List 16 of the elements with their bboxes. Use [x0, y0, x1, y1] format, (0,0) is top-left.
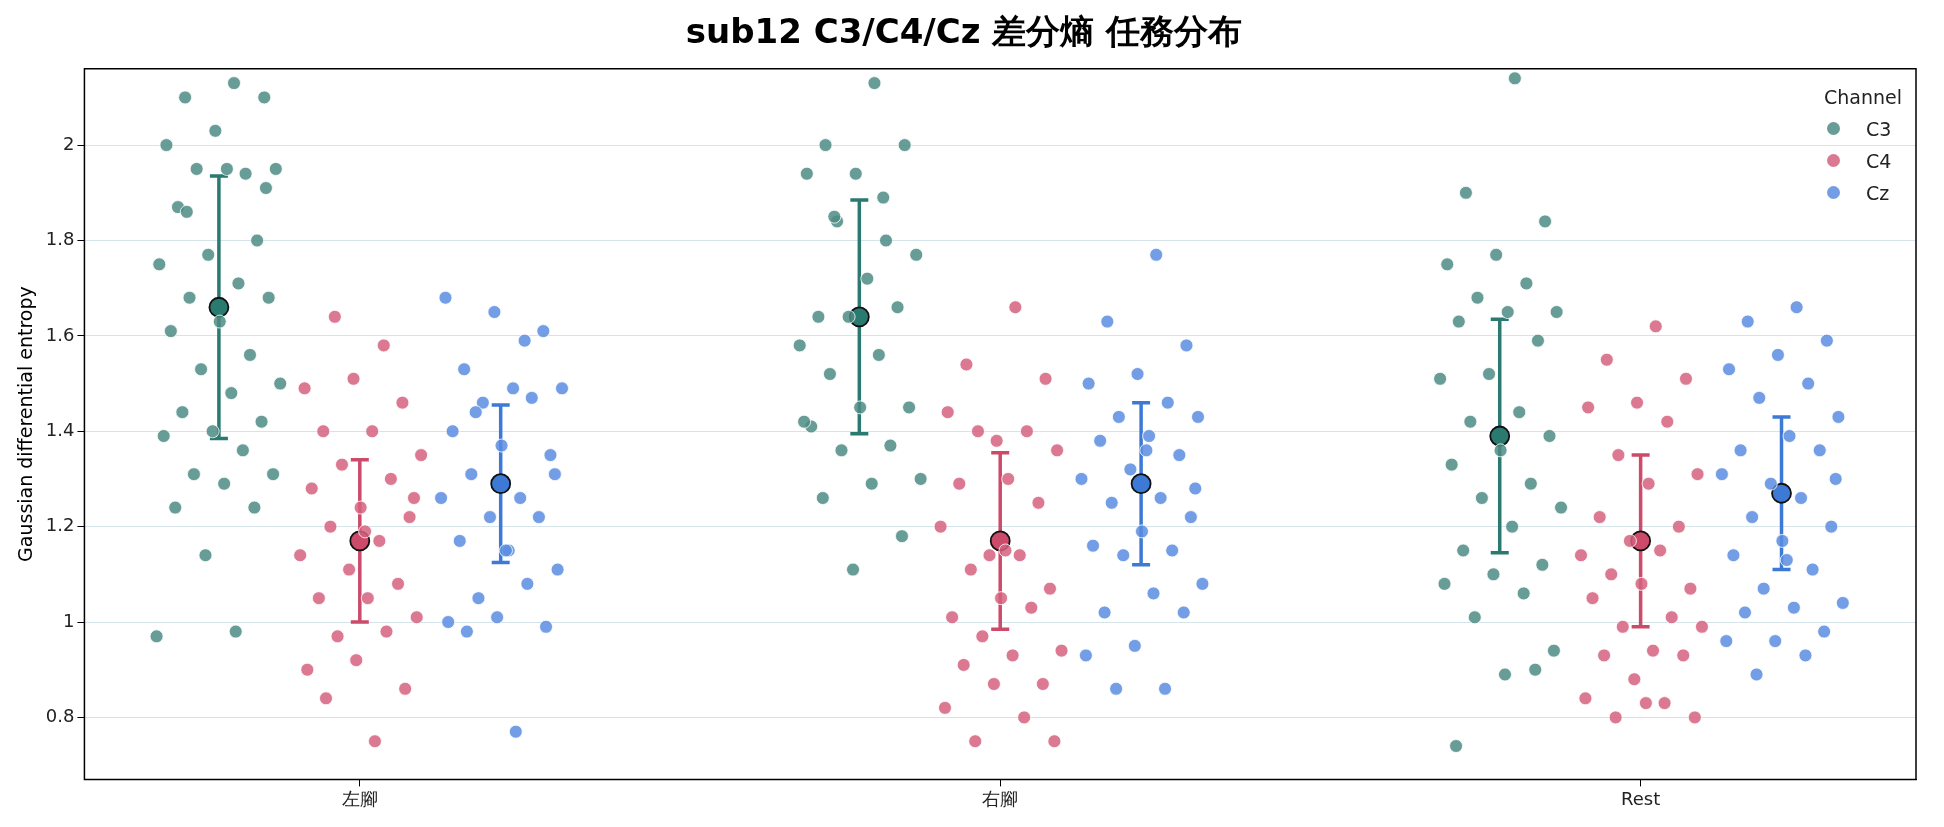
chart-title: sub12 C3/C4/Cz 差分熵 任務分布	[685, 11, 1243, 52]
y-tick-label: 1.8	[45, 228, 75, 250]
x-tick-label: 左腳	[341, 787, 378, 809]
y-tick-label: 1.6	[45, 323, 75, 345]
y-tick-label: 2	[62, 132, 75, 154]
y-tick-label: 1.4	[45, 418, 75, 440]
y-tick-label: 1.2	[45, 514, 75, 536]
y-axis-title: Gaussian differential entropy	[14, 286, 37, 562]
x-tick-label: 右腳	[982, 787, 1019, 809]
legend-title: Channel	[1823, 84, 1902, 110]
legend-label: C3	[1866, 116, 1893, 142]
y-tick-label: 0.8	[45, 705, 75, 727]
x-tick-label: Rest	[1621, 787, 1661, 809]
legend-label: C4	[1866, 148, 1893, 174]
legend-label: Cz	[1866, 180, 1891, 206]
y-tick-label: 1	[62, 609, 75, 631]
